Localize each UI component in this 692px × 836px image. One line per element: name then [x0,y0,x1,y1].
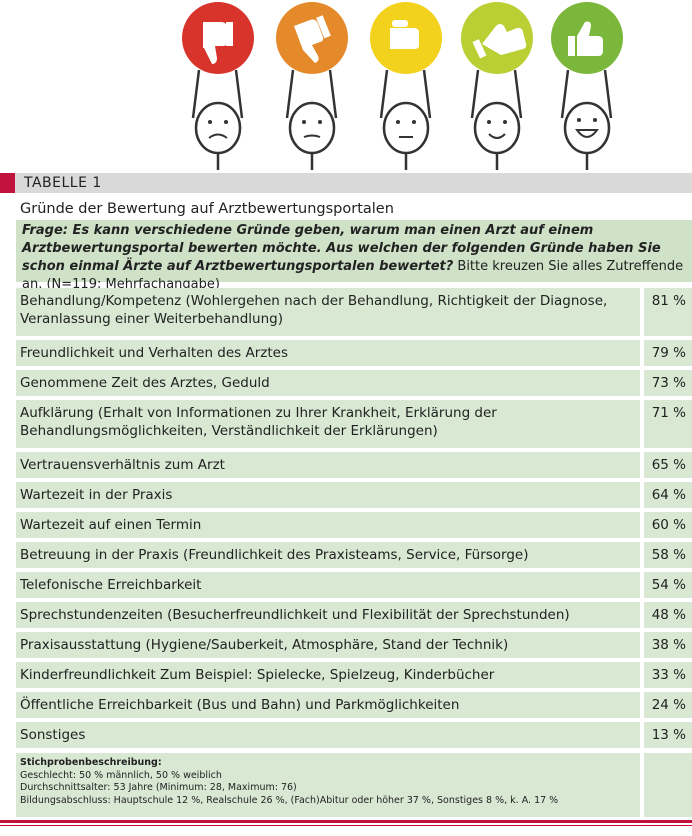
table-subtitle: Gründe der Bewertung auf Arztbewertungsp… [20,201,394,217]
percent-cell: 24 % [644,692,692,718]
table-row: Praxisausstattung (Hygiene/Sauberkeit, A… [16,632,692,658]
bottom-rule [0,820,692,823]
table-row: Behandlung/Kompetenz (Wohlergehen nach d… [16,288,692,336]
reason-cell: Sprechstundenzeiten (Besucherfreundlichk… [16,602,640,628]
reason-cell: Wartezeit auf einen Termin [16,512,640,538]
sample-line-age: Durchschnittsalter: 53 Jahre (Minimum: 2… [20,782,297,793]
reason-cell: Genommene Zeit des Arztes, Geduld [16,370,640,396]
figure-sad [182,2,254,170]
reason-cell: Freundlichkeit und Verhalten des Arztes [16,340,640,366]
table-label-bar: TABELLE 1 [0,173,692,193]
reason-cell: Aufklärung (Erhalt von Informationen zu … [16,400,640,448]
percent-cell: 65 % [644,452,692,478]
bottom-rule-thin [0,825,692,826]
figure-very-happy [551,2,623,170]
table-row: Sonstiges 13 % [16,722,692,748]
question-text: Frage: Es kann verschiedene Gründe geben… [22,223,661,274]
reason-cell: Telefonische Erreichbarkeit [16,572,640,598]
reason-cell: Praxisausstattung (Hygiene/Sauberkeit, A… [16,632,640,658]
percent-cell: 48 % [644,602,692,628]
reason-cell: Kinderfreundlichkeit Zum Beispiel: Spiel… [16,662,640,688]
percent-cell: 71 % [644,400,692,448]
figure-unhappy [276,2,348,170]
percent-cell: 38 % [644,632,692,658]
reason-cell: Öffentliche Erreichbarkeit (Bus und Bahn… [16,692,640,718]
reason-cell: Betreuung in der Praxis (Freundlichkeit … [16,542,640,568]
table-row: Wartezeit auf einen Termin 60 % [16,512,692,538]
reason-cell: Vertrauensverhältnis zum Arzt [16,452,640,478]
sample-heading: Stichprobenbeschreibung: [20,757,162,768]
sample-line-gender: Geschlecht: 50 % männlich, 50 % weiblich [20,769,222,781]
percent-cell: 33 % [644,662,692,688]
sample-percent-cell [644,753,692,817]
figure-neutral [370,2,442,170]
percent-cell: 54 % [644,572,692,598]
percent-cell: 73 % [644,370,692,396]
reason-cell: Behandlung/Kompetenz (Wohlergehen nach d… [16,288,640,336]
table-row: Öffentliche Erreichbarkeit (Bus und Bahn… [16,692,692,718]
table-label-marker [0,173,15,193]
table-label: TABELLE 1 [24,175,102,191]
sample-line-education: Bildungsabschluss: Hauptschule 12 %, Rea… [20,794,559,806]
table-row: Aufklärung (Erhalt von Informationen zu … [16,400,692,448]
percent-cell: 64 % [644,482,692,508]
figure-happy [461,2,533,170]
rating-illustration [182,2,623,170]
table-row: Sprechstundenzeiten (Besucherfreundlichk… [16,602,692,628]
percent-cell: 79 % [644,340,692,366]
table-row: Vertrauensverhältnis zum Arzt 65 % [16,452,692,478]
percent-cell: 58 % [644,542,692,568]
percent-cell: 60 % [644,512,692,538]
reason-cell: Sonstiges [16,722,640,748]
table-row: Genommene Zeit des Arztes, Geduld 73 % [16,370,692,396]
percent-cell: 13 % [644,722,692,748]
sample-description: Stichprobenbeschreibung: Geschlecht: 50 … [16,753,640,817]
table-row: Betreuung in der Praxis (Freundlichkeit … [16,542,692,568]
percent-cell: 81 % [644,288,692,336]
table-row: Wartezeit in der Praxis 64 % [16,482,692,508]
table-row: Telefonische Erreichbarkeit 54 % [16,572,692,598]
table-row: Freundlichkeit und Verhalten des Arztes 7… [16,340,692,366]
reason-cell: Wartezeit in der Praxis [16,482,640,508]
table-row: Kinderfreundlichkeit Zum Beispiel: Spiel… [16,662,692,688]
survey-question: Frage: Es kann verschiedene Gründe geben… [16,220,692,292]
